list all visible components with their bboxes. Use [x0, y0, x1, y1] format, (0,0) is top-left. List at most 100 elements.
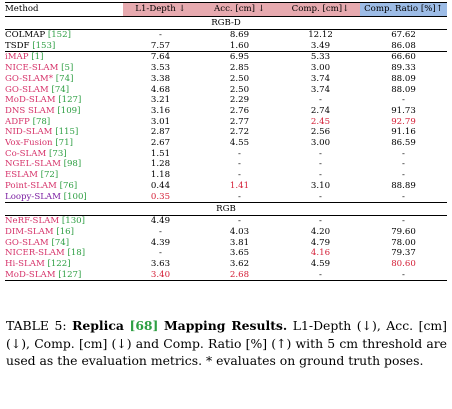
table-row: MoD-SLAM [127] 3.40 2.68- -	[5, 269, 447, 282]
method-name: GO-SLAM	[5, 237, 49, 248]
value-cell: 2.50	[229, 73, 250, 84]
method-cell: Co-SLAM [73]	[5, 148, 67, 159]
value-cell: 80.60	[391, 259, 416, 270]
value-cell: -	[319, 191, 322, 202]
method-cell: GO-SLAM [74]	[5, 237, 70, 248]
value-cell: 1.60	[229, 40, 250, 51]
value-cell: 3.62	[229, 259, 250, 270]
header-method: Method	[5, 2, 123, 17]
table-row: Hi-SLAM [122] 3.63 3.62 4.59 80.60	[5, 259, 447, 270]
method-cell: ADFP [78]	[5, 116, 51, 127]
table-row: COLMAP [152] - 8.69 12.12 67.62	[5, 30, 447, 41]
table-row: ESLAM [72] 1.18 - - -	[5, 170, 447, 181]
value-cell: -	[402, 170, 405, 181]
method-ref: 100	[67, 191, 84, 202]
value-cell: 2.56	[310, 127, 331, 138]
value-cell: 3.00	[310, 138, 331, 149]
value-cell: 91.16	[391, 127, 416, 138]
method-name: Hi-SLAM	[5, 259, 45, 270]
table-row: NGEL-SLAM [98] 1.28 - - -	[5, 159, 447, 170]
method-ref: 71	[58, 138, 70, 149]
value-cell: 88.09	[391, 73, 416, 84]
value-cell: 3.49	[310, 40, 331, 51]
caption-label: TABLE 5:	[6, 318, 67, 333]
value-cell: 78.00	[391, 237, 416, 248]
method-cell: NICE-SLAM [5]	[5, 63, 74, 74]
value-cell: -	[402, 216, 405, 227]
value-cell: 1.18	[150, 170, 171, 181]
method-name: ESLAM	[5, 170, 38, 181]
value-cell: 8.69	[229, 30, 250, 40]
table-row: ADFP [78] 3.01 2.77 2.45 92.79	[5, 117, 447, 128]
method-ref: 73	[52, 148, 64, 159]
value-cell: -	[360, 269, 447, 282]
table-row: GO-SLAM [74] 4.68 2.50 3.74 88.09	[5, 85, 447, 96]
method-name: Vox-Fusion	[5, 138, 53, 149]
value-cell: 2.74	[310, 105, 331, 116]
value-cell: 4.03	[229, 226, 250, 237]
table-row: Loopy-SLAM [100] 0.35 - - -	[5, 192, 447, 203]
value-cell: 86.59	[391, 138, 416, 149]
method-ref: 1	[34, 52, 41, 63]
value-cell: 2.29	[229, 95, 250, 106]
table-row: NICE-SLAM [5] 3.53 2.85 3.00 89.33	[5, 63, 447, 74]
method-ref: 127	[61, 269, 79, 280]
mapping-results-table: Method L1-Depth ↓ Acc. [cm] ↓ Comp. [cm]…	[5, 2, 447, 282]
value-cell: 79.37	[391, 248, 416, 259]
method-cell: Vox-Fusion [71]	[5, 138, 73, 149]
value-cell: 92.79	[391, 116, 416, 127]
value-cell: 6.95	[198, 51, 281, 64]
value-cell: -	[319, 159, 322, 170]
value-cell: 5.33	[281, 51, 360, 64]
value-cell: 3.21	[150, 95, 171, 106]
method-name: Co-SLAM	[5, 148, 47, 159]
method-ref: 98	[66, 159, 78, 170]
value-cell: -	[238, 216, 241, 227]
method-cell: TSDF [153]	[5, 40, 56, 51]
value-cell: 3.53	[150, 63, 171, 74]
header-completion: Comp. [cm]↓	[281, 2, 360, 17]
value-cell: 3.40	[123, 269, 198, 282]
method-ref: 5	[64, 63, 70, 74]
value-cell: 1.41	[229, 180, 250, 191]
method-cell: iMAP [1]	[5, 51, 123, 64]
method-cell: DNS SLAM [109]	[5, 105, 81, 116]
value-cell: -	[402, 159, 405, 170]
table-row: GO-SLAM* [74] 3.38 2.50 3.74 88.09	[5, 74, 447, 85]
value-cell: 3.81	[229, 237, 250, 248]
method-cell: COLMAP [152]	[5, 30, 71, 40]
method-cell: Point-SLAM [76]	[5, 180, 78, 191]
value-cell: 2.45	[310, 116, 331, 127]
value-cell: 3.65	[229, 248, 250, 259]
method-cell: GO-SLAM [74]	[5, 84, 70, 95]
value-cell: -	[238, 159, 241, 170]
method-ref: 115	[58, 127, 75, 138]
method-name: TSDF	[5, 40, 30, 51]
value-cell: -	[319, 148, 322, 159]
value-cell: 3.38	[150, 73, 171, 84]
value-cell: 2.87	[150, 127, 171, 138]
method-ref: 78	[35, 116, 47, 127]
value-cell: 66.60	[360, 51, 447, 64]
method-ref: 130	[65, 216, 82, 227]
caption-body: L1-Depth (↓), Acc. [cm] (↓), Comp. [cm] …	[6, 318, 447, 369]
table-row: NeRF-SLAM [130] 4.49 - - -	[5, 216, 447, 227]
value-cell: 3.01	[150, 116, 171, 127]
value-cell: -	[159, 226, 162, 237]
value-cell: 4.39	[150, 237, 171, 248]
value-cell: 67.62	[391, 30, 416, 40]
value-cell: 0.35	[150, 191, 171, 202]
method-ref: 74	[54, 237, 66, 248]
table-row: Point-SLAM [76] 0.44 1.41 3.10 88.89	[5, 181, 447, 192]
method-cell: GO-SLAM* [74]	[5, 73, 74, 84]
method-name: iMAP	[5, 52, 29, 63]
header-completion-ratio: Comp. Ratio [%]↑	[360, 2, 447, 17]
value-cell: 89.33	[391, 63, 416, 74]
method-cell: NGEL-SLAM [98]	[5, 159, 82, 170]
method-cell: NeRF-SLAM [130]	[5, 216, 86, 227]
caption-ref: [68]	[129, 318, 159, 333]
table-caption: TABLE 5: Replica [68] Mapping Results. L…	[6, 317, 447, 370]
table-row: DIM-SLAM [16] - 4.03 4.20 79.60	[5, 227, 447, 238]
method-cell: NICER-SLAM [18]	[5, 248, 86, 259]
value-cell: 88.89	[391, 180, 416, 191]
